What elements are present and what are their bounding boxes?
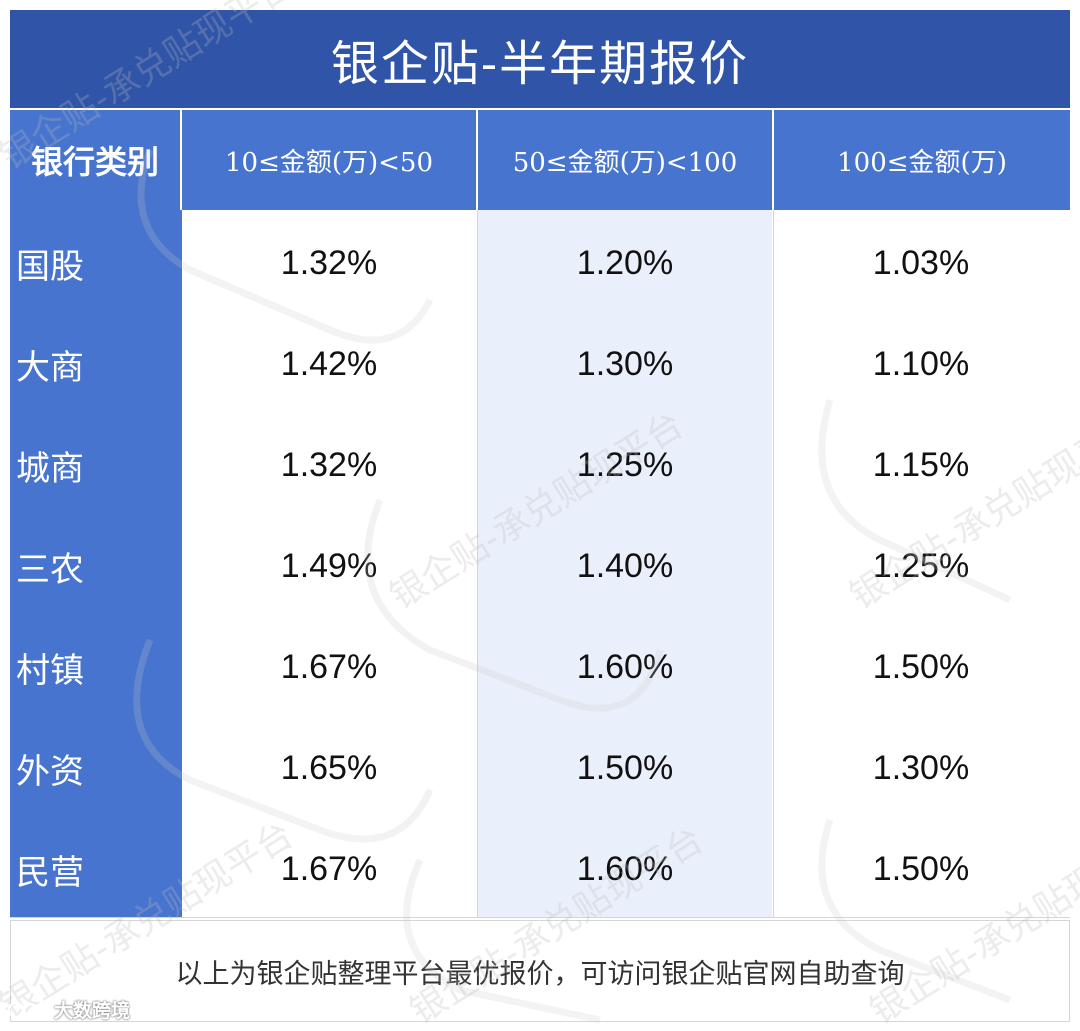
header-amount-50-100: 50≤金额(万)<100 <box>478 110 772 210</box>
highlight-column <box>478 210 772 918</box>
rate-cell: 1.03% <box>872 244 970 282</box>
bank-type-column <box>10 210 182 918</box>
row-label-sannong: 三农 <box>16 550 84 590</box>
brand-logo: 大数跨境 <box>6 994 130 1024</box>
column-divider <box>477 210 478 918</box>
rate-cell: 1.25% <box>872 547 970 585</box>
header-bank-type: 银行类别 <box>10 110 180 210</box>
rate-cell: 1.50% <box>872 648 970 686</box>
rate-cell: 1.50% <box>576 749 674 787</box>
rate-cell: 1.40% <box>576 547 674 585</box>
row-label-waizi: 外资 <box>16 752 84 792</box>
rate-cell: 1.60% <box>576 850 674 888</box>
brand-logo-text: 大数跨境 <box>54 999 131 1022</box>
rate-cell: 1.49% <box>280 547 378 585</box>
rate-cell: 1.65% <box>280 749 378 787</box>
dashu-logo-icon <box>7 1001 50 1019</box>
column-divider <box>773 210 774 918</box>
row-label-guogu: 国股 <box>16 247 84 287</box>
footer-note: 以上为银企贴整理平台最优报价，可访问银企贴官网自助查询 <box>10 920 1070 1022</box>
rate-cell: 1.15% <box>872 446 970 484</box>
rate-cell: 1.42% <box>280 345 378 383</box>
header-amount-10-50: 10≤金额(万)<50 <box>182 110 476 210</box>
rate-cell: 1.67% <box>280 648 378 686</box>
page-title: 银企贴-半年期报价 <box>10 10 1070 108</box>
header-amount-100-plus: 100≤金额(万) <box>774 110 1070 210</box>
rate-cell: 1.67% <box>280 850 378 888</box>
rate-cell: 1.20% <box>576 244 674 282</box>
row-label-minying: 民营 <box>16 853 84 893</box>
row-label-cunzhen: 村镇 <box>16 651 84 691</box>
rate-cell: 1.32% <box>280 446 378 484</box>
rate-cell: 1.10% <box>872 345 970 383</box>
rate-cell: 1.32% <box>280 244 378 282</box>
table-bottom-border <box>10 917 1070 918</box>
rate-cell: 1.30% <box>872 749 970 787</box>
row-label-chengshang: 城商 <box>16 449 84 489</box>
rate-cell: 1.50% <box>872 850 970 888</box>
rate-cell: 1.60% <box>576 648 674 686</box>
rate-cell: 1.25% <box>576 446 674 484</box>
rate-cell: 1.30% <box>576 345 674 383</box>
row-label-dashang: 大商 <box>16 348 84 388</box>
